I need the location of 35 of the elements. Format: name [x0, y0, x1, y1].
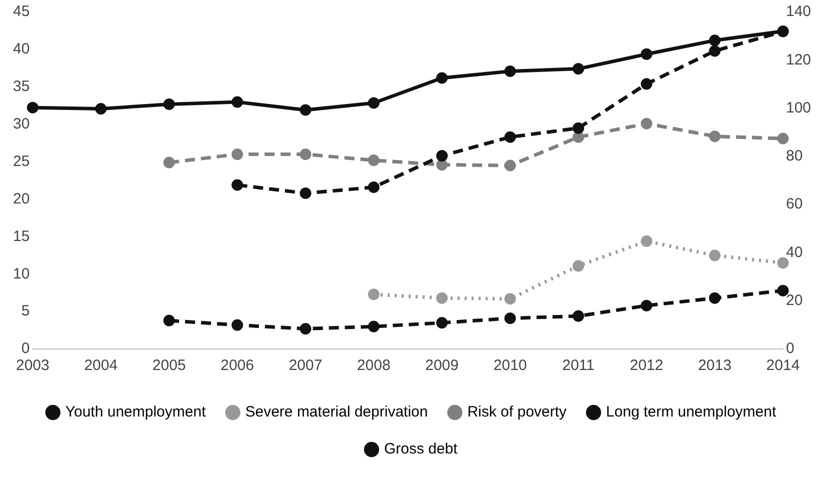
y2-tick-label: 120: [786, 51, 812, 68]
x-tick-label: 2013: [698, 357, 732, 374]
legend-label: Gross debt: [384, 440, 458, 458]
y-tick-label: 10: [12, 265, 30, 282]
x-tick-label: 2012: [630, 357, 664, 374]
y-tick-label: 0: [21, 340, 30, 358]
x-tick-label: 2005: [152, 357, 186, 374]
legend-label: Youth unemployment: [65, 404, 207, 421]
y-tick-label: 30: [12, 115, 30, 132]
legend-label: Risk of poverty: [467, 404, 568, 421]
legend-label: Severe material deprivation: [245, 404, 428, 421]
y2-tick-label: 40: [786, 244, 803, 261]
y2-tick-label: 20: [786, 292, 803, 309]
x-tick-label: 2010: [493, 357, 527, 374]
y-tick-label: 20: [12, 190, 30, 208]
y-tick-label: 35: [12, 78, 30, 96]
y-tick-label: 25: [12, 152, 30, 170]
legend-label: Long term unemployment: [606, 404, 777, 421]
y2-tick-label: 100: [786, 99, 812, 116]
x-tick-label: 2009: [425, 357, 459, 374]
y-tick-label: 40: [12, 40, 30, 58]
y2-tick-label: 80: [786, 148, 803, 165]
y-tick-label: 5: [21, 302, 30, 320]
x-tick-label: 2008: [357, 357, 390, 374]
x-tick-label: 2006: [220, 357, 254, 374]
y2-tick-label: 60: [786, 196, 803, 213]
x-tick-label: 2003: [16, 357, 50, 374]
x-tick-label: 2014: [766, 357, 800, 374]
y-tick-label: 45: [12, 3, 30, 20]
x-tick-label: 2004: [84, 357, 118, 374]
y2-tick-label: 140: [786, 3, 812, 20]
x-tick-label: 2011: [562, 357, 594, 374]
y2-tick-label: 0: [786, 340, 794, 358]
x-tick-label: 2007: [288, 357, 322, 374]
y-tick-label: 15: [12, 228, 30, 245]
